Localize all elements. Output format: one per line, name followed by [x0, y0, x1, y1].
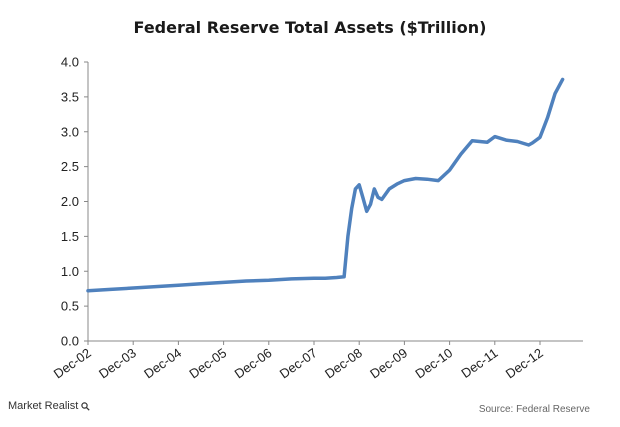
total-assets-line: [86, 77, 565, 293]
x-axis-ticks: Dec-02 Dec-03 Dec-04 Dec-05 Dec-06 Dec-07 Dec-…: [51, 341, 546, 382]
y-tick-label: 4.0: [61, 55, 79, 70]
y-tick-label: 0.0: [61, 334, 79, 349]
chart-axes: [87, 62, 583, 342]
x-tick-label: Dec-03: [96, 345, 139, 381]
source-note: Source: Federal Reserve: [478, 404, 590, 415]
y-tick-label: 3.5: [61, 89, 79, 104]
magnifier-icon: [81, 401, 91, 411]
x-tick-label: Dec-05: [186, 345, 229, 381]
y-tick-label: 0.5: [61, 299, 79, 314]
y-tick-label: 1.5: [61, 229, 79, 244]
x-tick-label: Dec-07: [277, 345, 320, 381]
x-tick-label: Dec-04: [141, 345, 184, 381]
y-tick-label: 2.5: [61, 159, 79, 174]
x-tick-label: Dec-11: [458, 345, 500, 381]
x-tick-label: Dec-10: [412, 345, 455, 381]
y-tick-label: 2.0: [61, 194, 79, 209]
x-tick-label: Dec-06: [232, 345, 275, 381]
x-tick-label: Dec-09: [367, 345, 410, 381]
x-tick-label: Dec-12: [503, 345, 546, 381]
y-tick-label: 1.0: [61, 264, 79, 279]
chart-title: Federal Reserve Total Assets ($Trillion): [133, 18, 487, 37]
x-tick-label: Dec-08: [322, 345, 365, 381]
brand-name: Market Realist: [8, 400, 79, 412]
brand-logo: Market Realist: [8, 400, 91, 412]
chart-series: [86, 77, 565, 293]
x-tick-label: Dec-02: [51, 345, 94, 381]
y-axis-ticks: 0.0 0.5 1.0 1.5 2.0 2.5 3.0 3.5 4.0: [61, 55, 88, 349]
y-tick-label: 3.0: [61, 124, 79, 139]
